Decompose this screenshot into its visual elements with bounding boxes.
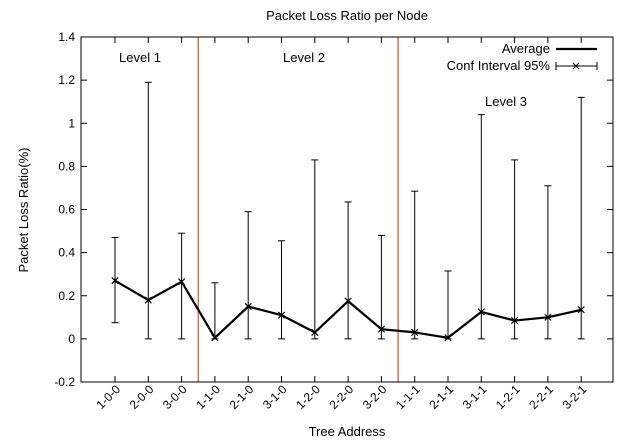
x-tick-label: 3-2-0 [360, 382, 390, 412]
average-point [144, 296, 152, 304]
point-marker [277, 311, 286, 319]
average-point [311, 328, 319, 337]
x-tick-label: 1-0-0 [93, 382, 123, 412]
error-bar [544, 185, 552, 340]
x-tick-label: 1-2-1 [493, 382, 523, 412]
error-bar [577, 96, 585, 340]
error-bar [278, 240, 285, 340]
average-point [211, 334, 219, 342]
level-label: Level 1 [119, 50, 161, 65]
point-marker [211, 334, 219, 342]
error-bar [144, 81, 152, 340]
error-bar [178, 232, 186, 340]
x-tick-label: 1-1-0 [193, 382, 223, 412]
average-point [477, 308, 485, 316]
average-point [244, 302, 252, 311]
legend: Average Conf Interval 95% [447, 41, 598, 73]
x-tick-label: 2-2-1 [526, 382, 556, 412]
plot-frame [80, 36, 614, 383]
point-marker [344, 297, 352, 305]
point-marker [111, 277, 119, 285]
chart-title: Packet Loss Ratio per Node [266, 8, 428, 23]
point-marker [377, 325, 386, 333]
y-tick-label: 1.2 [58, 73, 75, 87]
point-marker [477, 308, 485, 316]
x-tick-label: 3-0-0 [160, 382, 190, 412]
y-tick-label: 0.6 [58, 203, 75, 217]
x-tick-label: 3-2-1 [560, 382, 590, 412]
average-point [544, 313, 552, 321]
legend-label-average: Average [502, 41, 550, 56]
point-marker [510, 316, 519, 325]
x-tick-label: 2-2-0 [327, 382, 357, 412]
x-tick-label: 3-1-0 [260, 382, 290, 412]
average-line [111, 277, 585, 342]
level-label: Level 3 [485, 94, 527, 109]
x-tick-label: 3-1-1 [460, 382, 490, 412]
average-point [411, 328, 419, 337]
legend-swatch-marker [572, 62, 580, 70]
average-point [177, 278, 186, 286]
y-tick-label: 0.4 [58, 246, 75, 260]
error-bar [211, 282, 219, 340]
y-tick-label: -0.2 [54, 375, 75, 389]
average-point [111, 277, 119, 285]
error-bar [244, 211, 252, 340]
point-marker [244, 302, 252, 311]
y-tick-label: 0 [68, 332, 75, 346]
x-tick-label: 2-1-0 [227, 382, 257, 412]
level-label: Level 2 [283, 50, 325, 65]
y-tick-label: 0.8 [58, 159, 75, 173]
y-tick-label: 1 [68, 116, 75, 130]
point-marker [544, 313, 552, 321]
average-point [377, 325, 386, 333]
point-marker [177, 278, 186, 286]
point-marker [311, 328, 319, 337]
level-labels: Level 1 Level 2 Level 3 [119, 50, 527, 109]
average-point [510, 316, 519, 325]
point-marker [411, 328, 419, 337]
error-bar [477, 114, 485, 340]
error-bar [444, 270, 452, 340]
average-point [444, 334, 452, 342]
y-tick-label: 1.4 [58, 30, 75, 44]
x-tick-label: 2-0-0 [127, 382, 157, 412]
error-bar [344, 201, 352, 340]
error-bar [377, 234, 385, 340]
error-bar [311, 159, 319, 340]
error-bar [511, 159, 519, 340]
point-marker [577, 306, 585, 314]
x-tick-label: 1-1-1 [393, 382, 423, 412]
level-dividers [197, 37, 399, 382]
average-point [344, 297, 352, 305]
point-marker [444, 334, 452, 342]
axis-ticks: -0.200.20.40.60.811.21.41-0-0 2-0-0 3-0-0 1… [54, 30, 613, 412]
x-tick-label: 2-1-1 [426, 382, 456, 412]
x-axis-label: Tree Address [309, 424, 386, 439]
x-tick-label: 1-2-0 [293, 382, 323, 412]
legend-label-conf-interval: Conf Interval 95% [447, 58, 551, 73]
average-point [577, 306, 585, 314]
y-tick-label: 0.2 [58, 289, 75, 303]
y-axis-label: Packet Loss Ratio(%) [16, 148, 31, 273]
point-marker [144, 296, 152, 304]
average-point [277, 311, 286, 319]
error-bar [411, 190, 419, 340]
